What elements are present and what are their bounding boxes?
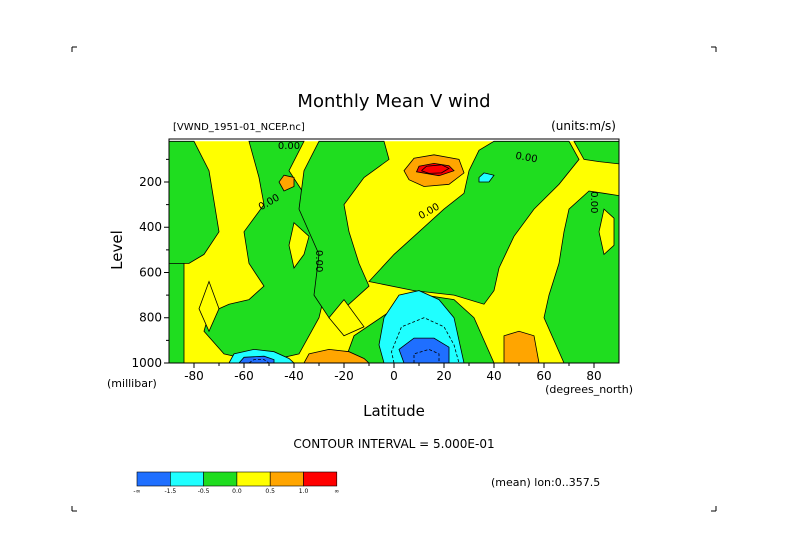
contour-lines	[248, 164, 460, 363]
x-tick-label-4: 0	[390, 369, 398, 383]
contour-region-10	[288, 221, 310, 269]
contour-line-3	[421, 164, 450, 174]
contour-region-6	[368, 140, 580, 305]
contour-region-9	[198, 280, 220, 333]
legend-label-6: ∞	[334, 488, 339, 495]
filled-contours	[169, 140, 619, 363]
legend-swatch-3	[236, 471, 271, 487]
contour-region-7	[573, 140, 619, 165]
y-tick-label-4: 1000	[131, 356, 162, 370]
x-tick-label-6: 40	[486, 369, 501, 383]
contour-label-4: 0.00	[588, 191, 599, 213]
legend-label-5: 1.0	[299, 488, 309, 495]
legend-label-3: 0.0	[232, 488, 242, 495]
x-unit-label: (degrees_north)	[545, 383, 633, 396]
x-tick-label-1: -60	[234, 369, 254, 383]
chart-title: Monthly Mean V wind	[297, 91, 490, 112]
x-tick-label-7: 60	[536, 369, 551, 383]
color-legend: -∞ -1.5 -0.5 0.0 0.5 1.0 ∞	[133, 471, 339, 495]
legend-label-4: 0.5	[265, 488, 275, 495]
x-tick-label-3: -20	[334, 369, 354, 383]
x-tick-label-0: -80	[184, 369, 204, 383]
legend-swatch-5	[303, 471, 338, 487]
x-tick-label-8: 80	[586, 369, 601, 383]
y-axis-label: Level	[108, 230, 126, 270]
mean-label: (mean) lon:0..357.5	[491, 476, 600, 489]
legend-swatch-1	[170, 471, 204, 487]
contour-region-21	[503, 330, 540, 363]
y-axis-ticks: 200 400 600 800 1000	[131, 158, 169, 370]
contour-line-0	[391, 317, 460, 363]
legend-swatch-0	[136, 471, 171, 487]
y-tick-label-3: 800	[139, 311, 162, 325]
y-tick-label-0: 200	[139, 175, 162, 189]
y-tick-label-1: 400	[139, 220, 162, 234]
contour-line-2	[248, 359, 270, 363]
contour-region-2	[169, 263, 185, 363]
contour-region-20	[303, 348, 370, 363]
x-tick-label-2: -40	[284, 369, 304, 383]
contour-label-1: 0.00	[313, 250, 324, 272]
contour-label-5: 0.00	[278, 141, 300, 152]
legend-label-2: -0.5	[198, 488, 210, 495]
dataset-label: [VWND_1951-01_NCEP.nc]	[173, 122, 305, 133]
contour-region-4	[298, 140, 390, 319]
x-tick-label-5: 20	[436, 369, 451, 383]
units-label: (units:m/s)	[551, 119, 616, 133]
contour-region-15	[478, 172, 495, 183]
y-tick-label-2: 600	[139, 265, 162, 279]
corner-marks	[71, 46, 717, 512]
contour-region-19	[278, 174, 295, 192]
contour-line-1	[413, 348, 440, 363]
contour-region-11	[328, 298, 365, 337]
contour-region-17	[238, 355, 275, 363]
x-axis-ticks: -80 -60 -40 -20 0 20 40 60 80	[184, 363, 602, 383]
x-axis-label: Latitude	[363, 402, 425, 420]
legend-swatch-4	[269, 471, 304, 487]
contour-region-16	[398, 337, 450, 363]
legend-label-1: -1.5	[164, 488, 176, 495]
legend-swatch-2	[203, 471, 238, 487]
contour-interval-label: CONTOUR INTERVAL = 5.000E-01	[293, 437, 494, 451]
y-unit-label: (millibar)	[107, 377, 157, 390]
contour-label-3: 0.00	[514, 151, 538, 166]
legend-label-0: -∞	[133, 488, 140, 495]
contour-region-12	[598, 208, 615, 256]
